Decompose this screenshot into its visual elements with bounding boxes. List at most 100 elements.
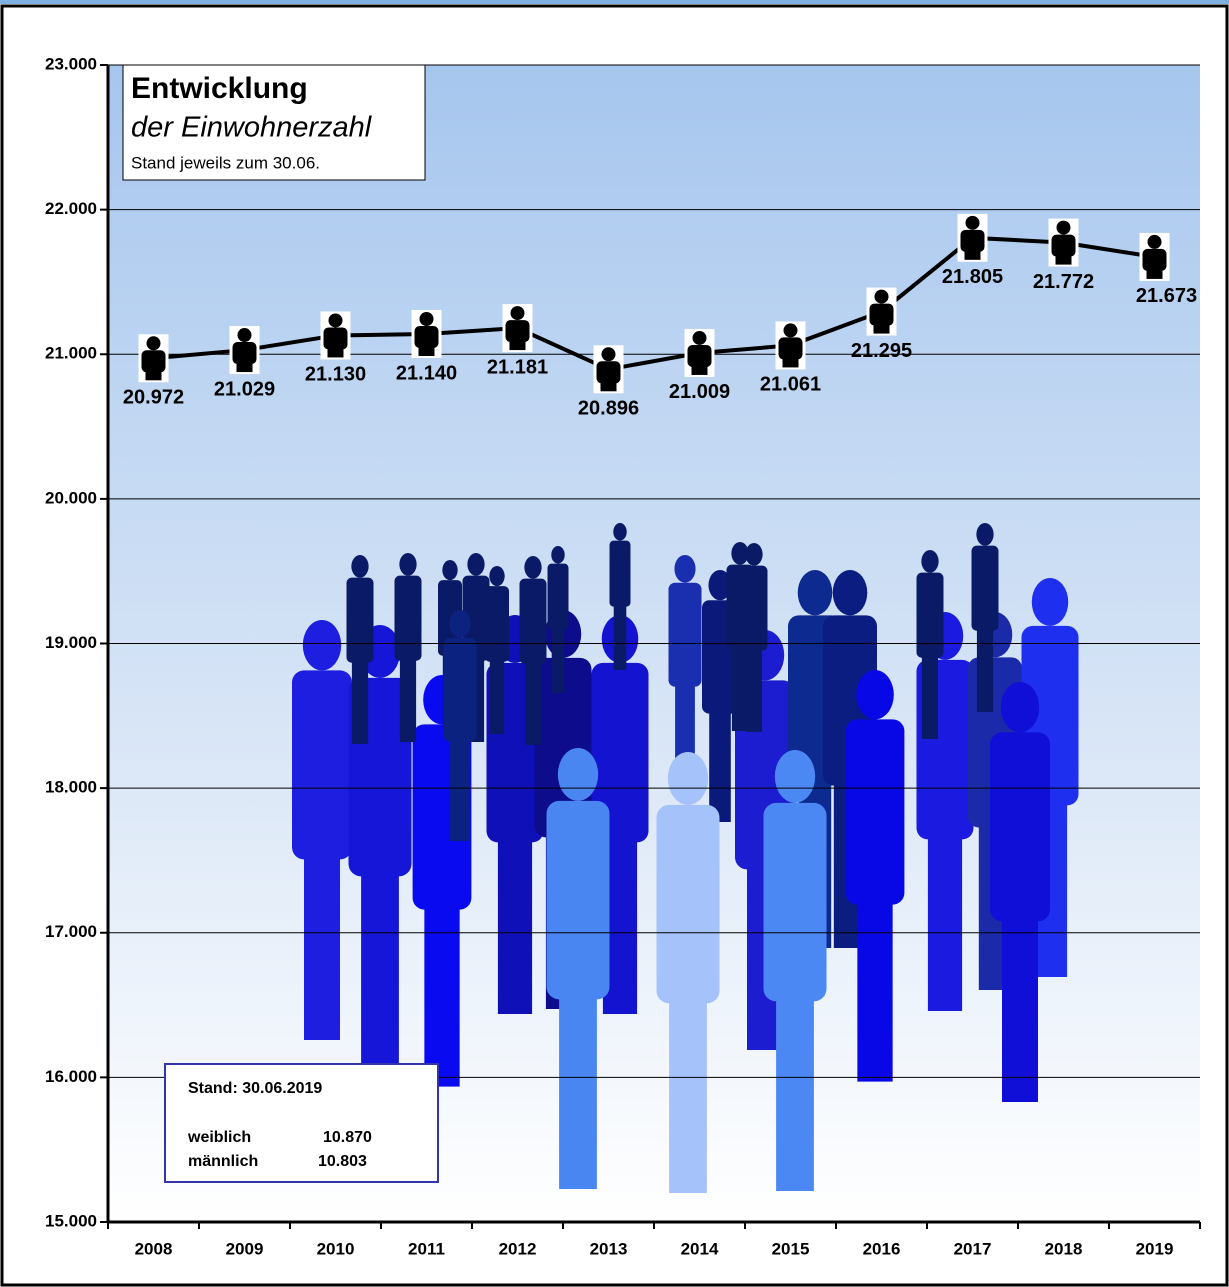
silhouette-legs — [361, 867, 399, 1066]
chart-note: Stand jeweils zum 30.06. — [131, 153, 320, 172]
y-tick-label: 17.000 — [45, 922, 97, 941]
marker-legs — [691, 364, 708, 375]
x-tick-label: 2018 — [1045, 1239, 1083, 1258]
silhouette-head — [797, 570, 833, 616]
silhouette-head — [708, 570, 732, 601]
line — [153, 235, 1155, 372]
silhouette-legs — [497, 834, 533, 1014]
silhouette-head — [557, 748, 599, 801]
silhouette-head — [856, 670, 894, 720]
marker-body — [1051, 234, 1076, 257]
silhouette-head — [1000, 682, 1040, 733]
x-tick-label: 2011 — [408, 1239, 445, 1258]
marker-legs — [418, 346, 435, 357]
marker-legs — [145, 370, 162, 381]
silhouette-body — [740, 565, 768, 651]
silhouette-legs — [399, 656, 417, 742]
silhouette-legs — [424, 901, 460, 1087]
silhouette-head — [976, 523, 994, 546]
value-label: 21.181 — [487, 356, 548, 378]
silhouette-legs — [304, 851, 340, 1040]
silhouette-head — [667, 752, 709, 805]
marker-body — [960, 229, 985, 252]
silhouette-legs — [776, 992, 814, 1191]
silhouette-legs — [559, 990, 597, 1189]
top-strip — [0, 0, 1229, 4]
chart-title: Entwicklung — [131, 72, 308, 105]
y-tick-label: 21.000 — [45, 344, 97, 363]
value-label: 20.896 — [578, 398, 639, 420]
silhouette-body — [916, 572, 944, 658]
x-tick-label: 2016 — [863, 1239, 901, 1258]
person-marker — [1048, 218, 1079, 267]
value-label: 21.140 — [396, 362, 457, 384]
silhouette-legs — [731, 645, 749, 731]
y-tick-label: 23.000 — [45, 54, 97, 73]
marker-legs — [964, 249, 981, 260]
silhouette-body — [971, 545, 999, 631]
value-label: 21.673 — [1136, 285, 1197, 307]
silhouette-body — [443, 637, 477, 742]
silhouette-head — [921, 550, 939, 573]
silhouette-legs — [613, 603, 627, 670]
silhouette-body — [546, 800, 610, 1000]
marker-legs — [327, 347, 344, 358]
marker-body — [1142, 248, 1167, 271]
silhouette-body — [763, 802, 827, 1002]
silhouette-legs — [976, 626, 994, 712]
silhouette-head — [731, 542, 749, 565]
person-marker — [138, 334, 169, 383]
x-tick-label: 2013 — [590, 1239, 628, 1258]
silhouette-head — [1031, 578, 1069, 626]
person-marker — [1139, 232, 1170, 281]
silhouette-body — [519, 578, 547, 664]
marker-legs — [1146, 268, 1163, 279]
person-marker — [866, 287, 897, 336]
title-box: Entwicklung der Einwohnerzahl Stand jewe… — [122, 64, 426, 181]
x-tick-label: 2010 — [317, 1239, 355, 1258]
value-label: 21.772 — [1033, 271, 1094, 293]
marker-legs — [236, 362, 253, 373]
marker-body — [505, 320, 530, 343]
x-tick-label: 2019 — [1136, 1239, 1174, 1258]
marker-body — [869, 303, 894, 326]
silhouette-legs — [1002, 913, 1038, 1102]
value-label: 20.972 — [123, 387, 184, 409]
x-tick-label: 2017 — [954, 1239, 992, 1258]
y-tick-label: 18.000 — [45, 778, 97, 797]
silhouette-body — [547, 563, 569, 630]
silhouette-head — [302, 620, 342, 671]
info-box-frame — [164, 1063, 439, 1183]
person-marker — [957, 213, 988, 262]
silhouette-head — [467, 553, 485, 576]
marker-head — [965, 215, 980, 230]
marker-head — [1147, 234, 1162, 249]
silhouette-head — [774, 750, 816, 803]
x-tick-label: 2008 — [135, 1239, 173, 1258]
silhouette-head — [524, 556, 542, 579]
silhouette-head — [613, 523, 627, 541]
silhouette-body — [609, 540, 631, 607]
silhouette-body — [485, 586, 509, 662]
silhouette-legs — [551, 626, 565, 693]
silhouette-body — [292, 670, 352, 860]
marker-legs — [509, 340, 526, 351]
silhouette-head — [674, 555, 696, 583]
y-tick-label: 19.000 — [45, 633, 97, 652]
silhouette-head — [351, 555, 369, 578]
x-tick-label: 2015 — [772, 1239, 810, 1258]
value-label: 21.029 — [214, 378, 275, 400]
silhouette-head — [832, 570, 868, 616]
y-tick-label: 22.000 — [45, 199, 97, 218]
y-tick-label: 16.000 — [45, 1067, 97, 1086]
marker-head — [510, 306, 525, 321]
silhouette-body — [990, 732, 1050, 922]
silhouette-head — [442, 560, 458, 581]
marker-body — [141, 350, 166, 373]
silhouette-legs — [669, 994, 707, 1193]
marker-head — [328, 313, 343, 328]
marker-body — [232, 342, 257, 365]
info-label: männlich — [188, 1153, 258, 1170]
marker-head — [874, 289, 889, 304]
